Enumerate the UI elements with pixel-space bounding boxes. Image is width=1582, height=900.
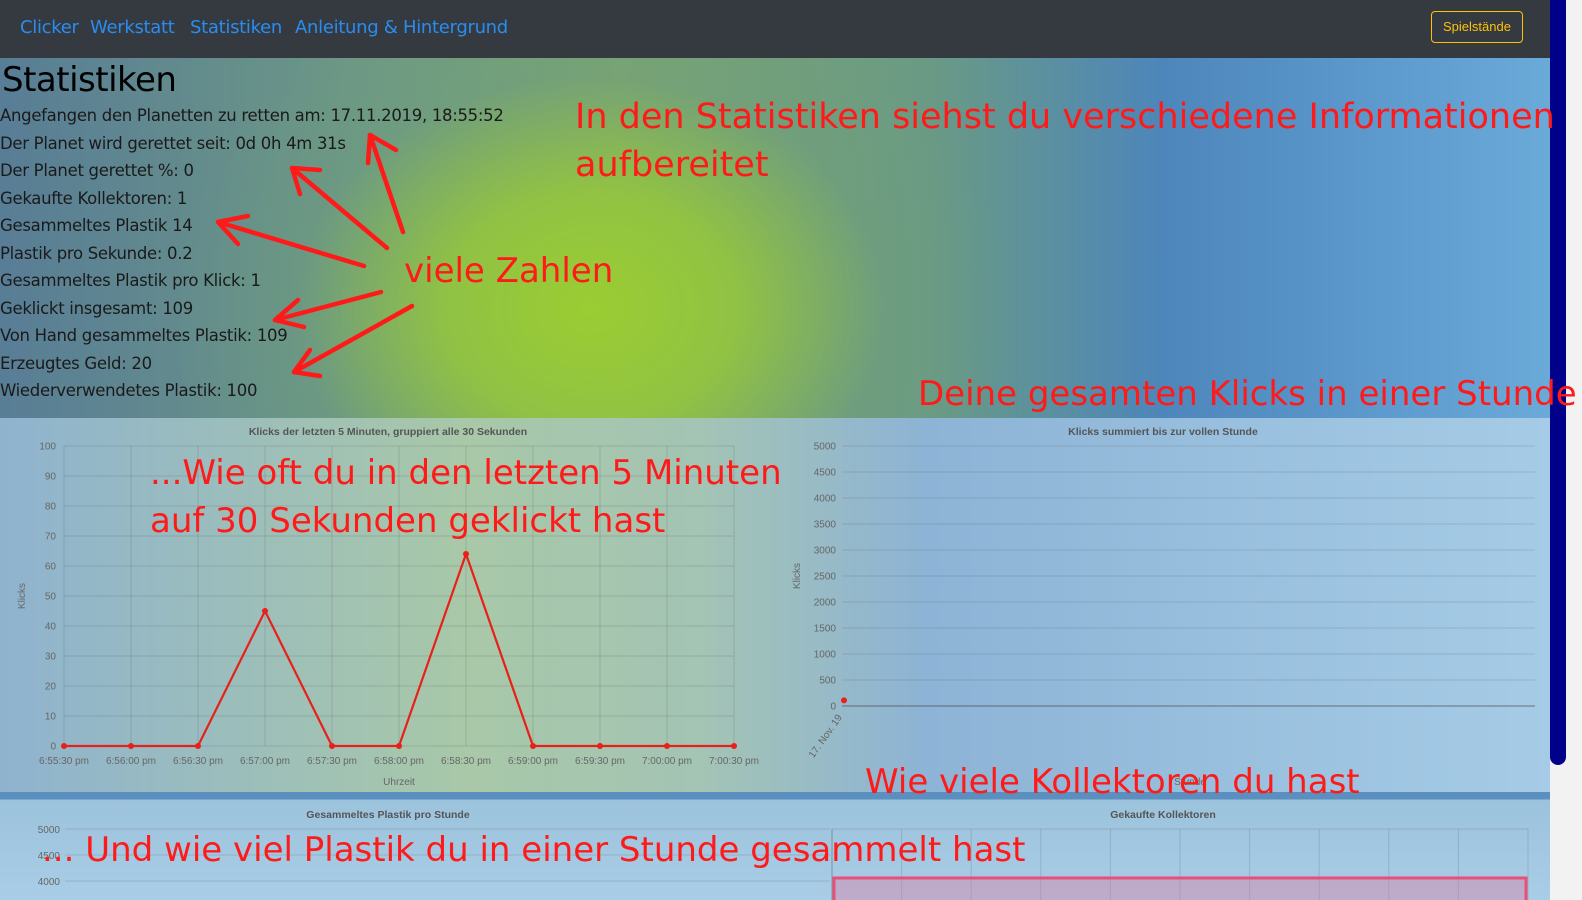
nav-werkstatt-link[interactable]: Werkstatt [90,17,175,38]
chart1-ytick: 70 [45,532,57,543]
chart1-ytick: 10 [45,712,57,723]
clicks-hourly-chart: Klicks summiert bis zur vollen Stunde 0 5… [792,426,1535,788]
chart1-point [664,743,670,749]
chart1-ytick: 30 [45,652,57,663]
page-title: Statistiken [2,60,177,100]
stat-hand-plastic: Von Hand gesammeltes Plastik: 109 [0,326,288,345]
chart2-title: Klicks summiert bis zur vollen Stunde [1068,426,1258,438]
chart2-ytick: 1500 [814,624,837,635]
chart2-ytick: 2000 [814,598,837,609]
annotation-collectors: Wie viele Kollektoren du hast [865,762,1360,802]
chart1-ytick: 0 [50,742,56,753]
chart1-xtick: 6:57:00 pm [240,756,290,767]
chart1-xtick: 6:56:30 pm [173,756,223,767]
chart2-xtick: 17. Nov. 19 [807,712,845,760]
chart1-ytick: 40 [45,622,57,633]
chart1-xtick: 6:55:30 pm [39,756,89,767]
stat-total-clicks: Geklickt insgesamt: 109 [0,299,193,318]
chart1-ytick: 80 [45,502,57,513]
chart1-point [262,608,268,614]
annotation-intro-line2: aufbereitet [575,145,769,185]
stat-saved-since: Der Planet wird gerettet seit: 0d 0h 4m … [0,134,346,153]
chart1-xtick: 6:58:00 pm [374,756,424,767]
chart2-ytick: 3000 [814,546,837,557]
chart1-point [195,743,201,749]
stat-collectors: Gekaufte Kollektoren: 1 [0,189,188,208]
annotation-total-clicks: Deine gesamten Klicks in einer Stunde [918,374,1577,414]
clicks-5min-chart: Klicks der letzten 5 Minuten, gruppiert … [17,426,759,788]
chart2-ylabel: Klicks [792,563,803,589]
chart3-ytick: 4500 [38,851,61,862]
chart4-bar [832,876,1528,900]
chart3-title: Gesammeltes Plastik pro Stunde [306,809,470,821]
annotation-intro-line1: In den Statistiken siehst du verschieden… [575,97,1555,137]
nav-anleitung-link[interactable]: Anleitung & Hintergrund [295,17,508,38]
stat-plastic-per-click: Gesammeltes Plastik pro Klick: 1 [0,271,261,290]
chart3-ytick: 4000 [38,877,61,888]
chart1-ytick: 90 [45,472,57,483]
chart4-title: Gekaufte Kollektoren [1110,809,1216,821]
charts2-svg: Gesammeltes Plastik pro Stunde 5000 4500… [38,809,1529,900]
charts-section: Klicks der letzten 5 Minuten, gruppiert … [0,418,1550,792]
annotation-five-min-line1: ...Wie oft du in den letzten 5 Minuten [150,453,782,493]
chart1-xtick: 6:57:30 pm [307,756,357,767]
nav-statistiken-link[interactable]: Statistiken [190,17,282,38]
chart1-xtick: 6:56:00 pm [106,756,156,767]
chart2-ytick: 2500 [814,572,837,583]
chart3-ytick: 5000 [38,825,61,836]
chart1-xtick: 6:59:30 pm [575,756,625,767]
collectors-chart: Gekaufte Kollektoren [831,809,1529,900]
chart1-point [463,551,469,557]
chart2-ytick: 5000 [814,442,837,453]
annotation-five-min-line2: auf 30 Sekunden geklickt hast [150,501,666,541]
chart2-ytick: 3500 [814,520,837,531]
chart2-point [841,697,847,704]
stat-recycled: Wiederverwendetes Plastik: 100 [0,381,258,400]
annotation-plastic-hour: ... Und wie viel Plastik du in einer Stu… [42,830,1026,870]
chart1-xtick: 6:59:00 pm [508,756,558,767]
chart2-ytick: 4500 [814,468,837,479]
chart1-xtick: 7:00:30 pm [709,756,759,767]
stat-money: Erzeugtes Geld: 20 [0,354,152,373]
chart1-point [530,743,536,749]
chart2-ytick: 4000 [814,494,837,505]
chart1-point [731,743,737,749]
chart1-xtick: 6:58:30 pm [441,756,491,767]
chart1-point [61,743,67,749]
navbar: Clicker Werkstatt Statistiken Anleitung … [0,0,1550,58]
annotation-numbers: viele Zahlen [404,251,614,291]
chart1-ytick: 100 [39,442,56,453]
chart2-xlabel: Stunde [1174,777,1206,788]
scrollbar-thumb[interactable] [1550,0,1566,765]
charts-section-2: Gesammeltes Plastik pro Stunde 5000 4500… [0,792,1550,900]
chart1-point [396,743,402,749]
plastic-hourly-chart: Gesammeltes Plastik pro Stunde 5000 4500… [38,809,830,888]
chart2-ytick: 1000 [814,650,837,661]
stat-plastic: Gesammeltes Plastik 14 [0,216,193,235]
chart1-ytick: 20 [45,682,57,693]
chart1-point [128,743,134,749]
chart1-point [597,743,603,749]
chart2-ytick: 500 [819,676,836,687]
chart1-ytick: 50 [45,592,57,603]
chart1-point [329,743,335,749]
stat-saved-percent: Der Planet gerettet %: 0 [0,161,194,180]
chart1-xtick: 7:00:00 pm [642,756,692,767]
spielstaende-button[interactable]: Spielstände [1431,11,1523,43]
chart1-ylabel: Klicks [17,583,28,609]
chart1-title: Klicks der letzten 5 Minuten, gruppiert … [249,426,527,438]
charts-svg: Klicks der letzten 5 Minuten, gruppiert … [17,426,1535,788]
stat-plastic-per-second: Plastik pro Sekunde: 0.2 [0,244,193,263]
nav-clicker-link[interactable]: Clicker [20,17,79,38]
chart2-ytick: 0 [830,702,836,713]
chart1-xlabel: Uhrzeit [383,777,415,788]
chart1-ytick: 60 [45,562,57,573]
stat-start-date: Angefangen den Planetten zu retten am: 1… [0,106,504,125]
